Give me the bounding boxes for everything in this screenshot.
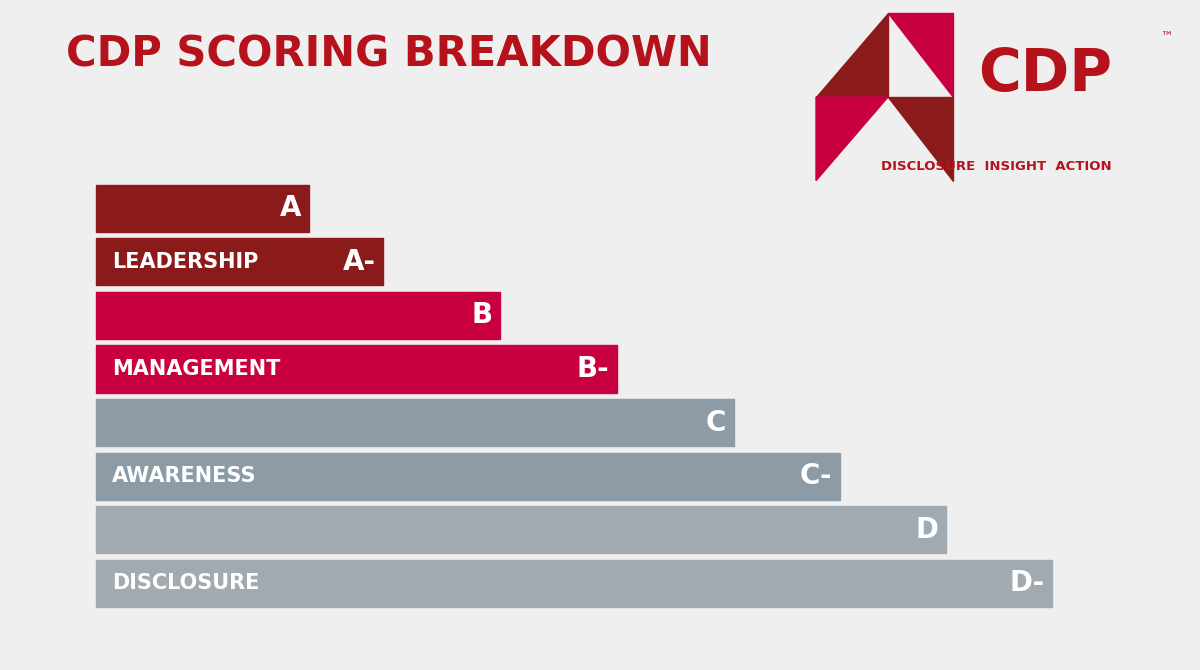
- Bar: [96, 239, 383, 285]
- Text: CDP: CDP: [978, 46, 1112, 103]
- Bar: [96, 560, 1052, 607]
- Text: DISCLOSURE: DISCLOSURE: [112, 574, 259, 594]
- Polygon shape: [888, 97, 953, 181]
- Text: A: A: [280, 194, 301, 222]
- Text: A-: A-: [342, 248, 376, 276]
- Polygon shape: [888, 13, 953, 97]
- Bar: [96, 507, 946, 553]
- Polygon shape: [816, 97, 888, 181]
- Bar: [96, 346, 617, 393]
- Text: C-: C-: [800, 462, 833, 490]
- Text: DISCLOSURE  INSIGHT  ACTION: DISCLOSURE INSIGHT ACTION: [881, 160, 1111, 174]
- Text: C: C: [706, 409, 726, 437]
- Text: AWARENESS: AWARENESS: [112, 466, 257, 486]
- Bar: [96, 185, 308, 232]
- Text: ™: ™: [1159, 31, 1172, 44]
- Text: CDP SCORING BREAKDOWN: CDP SCORING BREAKDOWN: [66, 34, 712, 76]
- Text: LEADERSHIP: LEADERSHIP: [112, 252, 258, 272]
- Text: D-: D-: [1010, 570, 1045, 598]
- Text: B-: B-: [576, 355, 610, 383]
- Bar: [96, 292, 499, 339]
- Text: B: B: [472, 302, 492, 330]
- Bar: [96, 399, 733, 446]
- Polygon shape: [816, 13, 888, 97]
- Text: MANAGEMENT: MANAGEMENT: [112, 359, 281, 379]
- Bar: [96, 453, 840, 500]
- Text: D: D: [916, 516, 938, 544]
